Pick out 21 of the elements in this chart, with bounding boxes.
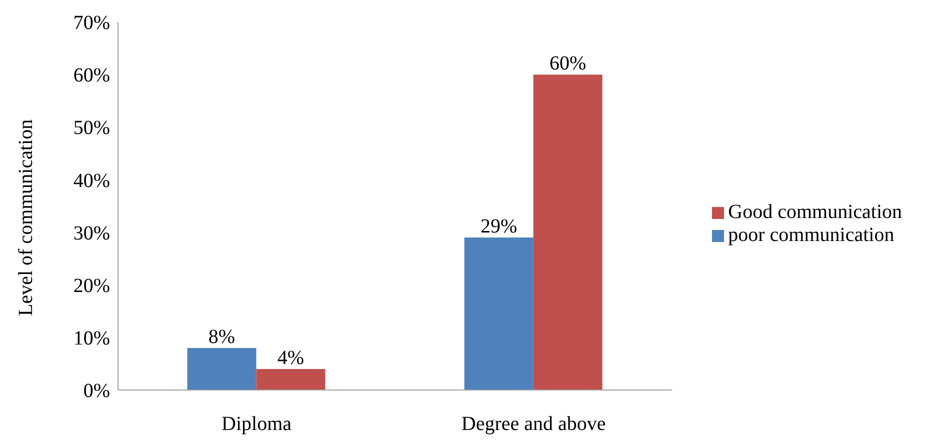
text: 60%	[550, 52, 586, 75]
text: 4%	[277, 346, 304, 369]
y-axis-title: Level of communication	[15, 119, 38, 316]
legend-label: poor communication	[728, 224, 894, 246]
x-tick-label: Degree and above	[461, 413, 606, 436]
x-tick-label: Diploma	[222, 413, 292, 436]
text: 29%	[480, 216, 518, 238]
text: 8%	[208, 326, 236, 348]
y-tick-label: 10%	[73, 328, 110, 350]
y-tick-label: 70%	[73, 12, 110, 34]
bar	[533, 74, 602, 390]
y-tick-label: 0%	[83, 380, 110, 402]
y-tick-label: 40%	[73, 170, 110, 192]
bar	[187, 348, 256, 390]
legend-label: Good communication	[728, 201, 902, 223]
bar	[464, 238, 534, 390]
bar	[256, 368, 326, 390]
y-tick-label: 30%	[73, 222, 110, 244]
y-tick-label: 50%	[73, 117, 110, 140]
y-tick-label: 60%	[73, 64, 110, 87]
y-tick-label: 20%	[73, 274, 110, 297]
